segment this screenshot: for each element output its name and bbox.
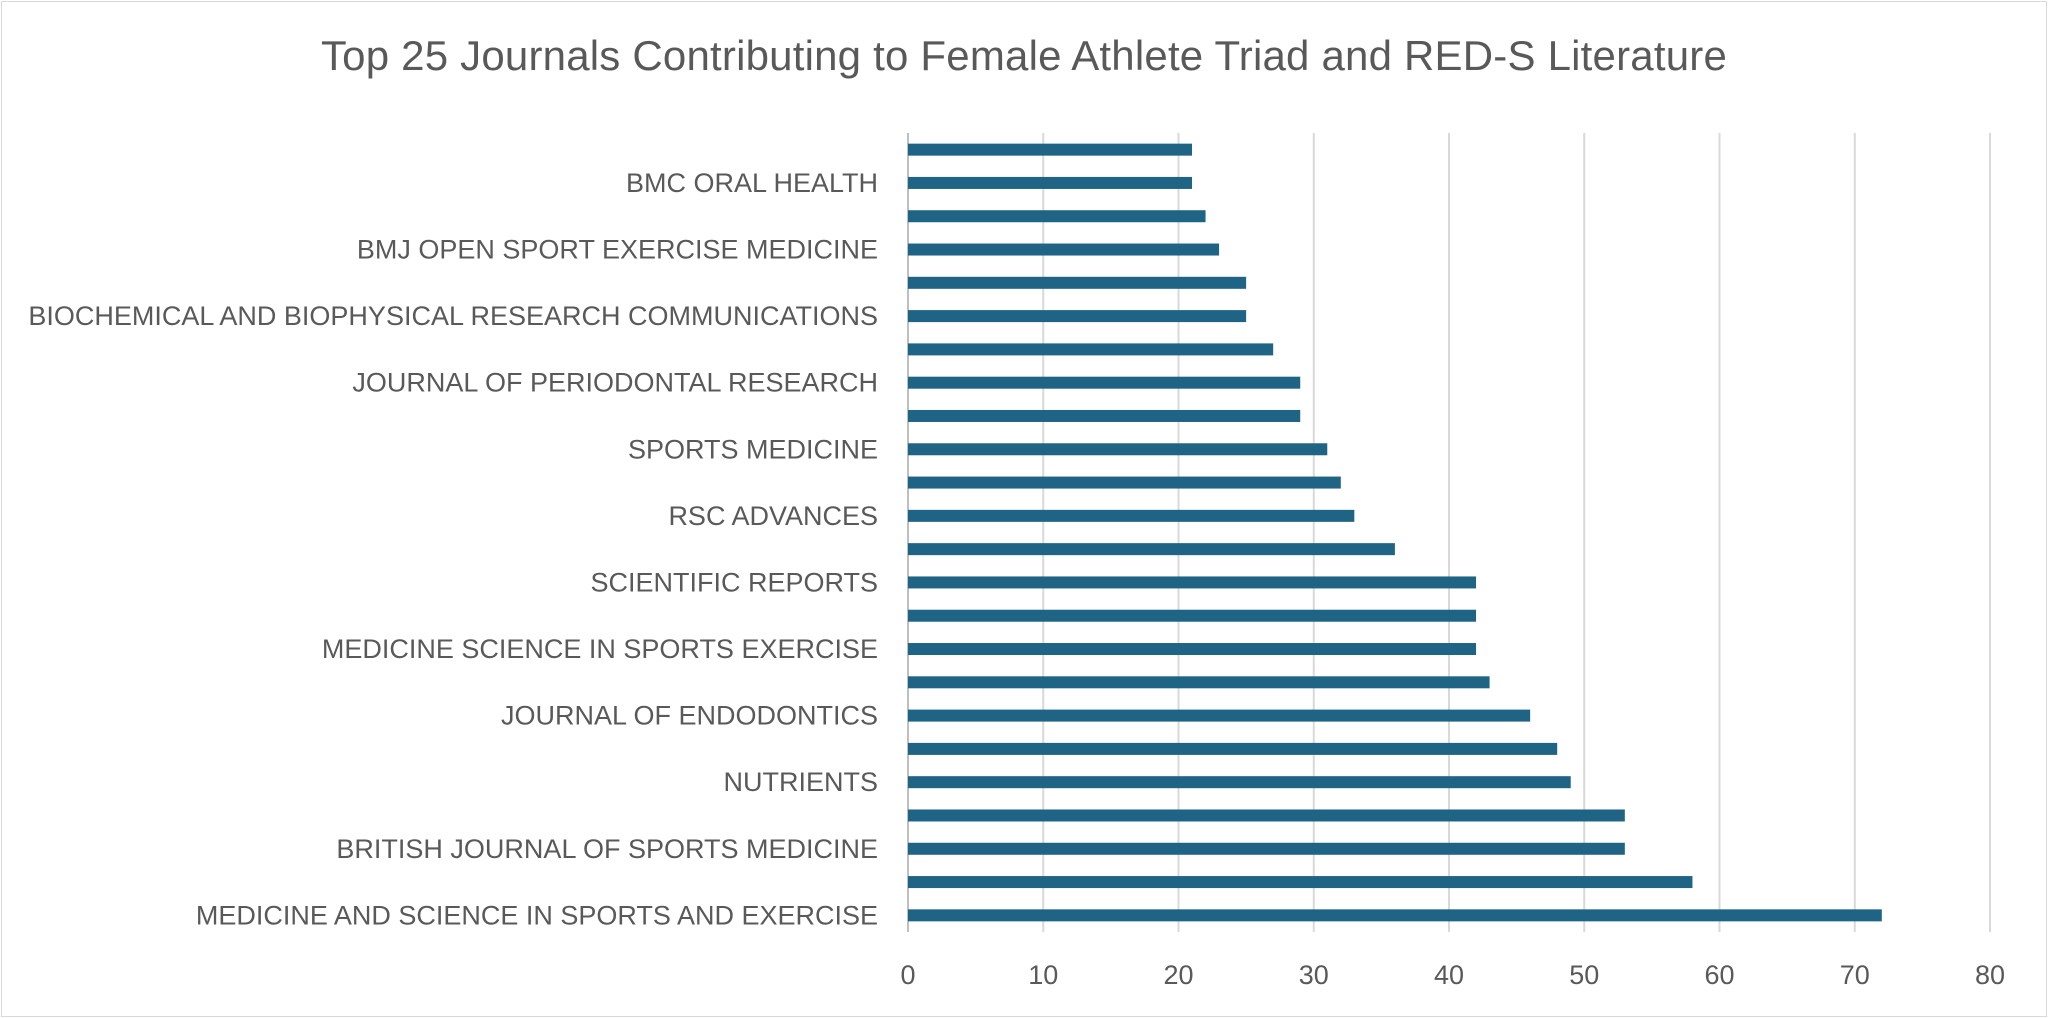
x-axis-tick-labels: 0 10 20 30 40 50 60 70 80: [900, 960, 2005, 990]
bar: [908, 310, 1247, 323]
x-tick-label: 10: [1028, 960, 1058, 990]
bar: [908, 776, 1571, 789]
bar: [908, 742, 1558, 755]
category-label: JOURNAL OF ENDODONTICS: [501, 701, 878, 731]
bar: [908, 709, 1531, 722]
bar: [908, 176, 1193, 189]
bar: [908, 443, 1328, 456]
bar: [908, 243, 1220, 256]
bar: [908, 476, 1341, 489]
bar: [908, 576, 1477, 589]
bar: [908, 276, 1247, 289]
category-labels: MEDICINE AND SCIENCE IN SPORTS AND EXERC…: [28, 168, 878, 930]
category-label: BMJ OPEN SPORT EXERCISE MEDICINE: [357, 235, 878, 265]
bar: [908, 409, 1301, 422]
bar: [908, 376, 1301, 389]
x-tick-label: 50: [1569, 960, 1599, 990]
bar: [908, 609, 1477, 622]
category-label: SPORTS MEDICINE: [628, 434, 878, 464]
category-label: SCIENTIFIC REPORTS: [590, 567, 878, 597]
x-tick-label: 30: [1299, 960, 1329, 990]
category-label: JOURNAL OF PERIODONTAL RESEARCH: [352, 368, 878, 398]
bar: [908, 509, 1355, 522]
x-tick-label: 20: [1163, 960, 1193, 990]
bar: [908, 809, 1625, 822]
category-label: MEDICINE SCIENCE IN SPORTS EXERCISE: [322, 634, 878, 664]
category-label: BRITISH JOURNAL OF SPORTS MEDICINE: [336, 834, 878, 864]
bar: [908, 343, 1274, 356]
category-label: BIOCHEMICAL AND BIOPHYSICAL RESEARCH COM…: [28, 301, 878, 331]
bar: [908, 143, 1193, 156]
x-tick-label: 40: [1434, 960, 1464, 990]
category-label: RSC ADVANCES: [668, 501, 878, 531]
category-label: BMC ORAL HEALTH: [626, 168, 878, 198]
x-tick-label: 80: [1975, 960, 2005, 990]
category-label: MEDICINE AND SCIENCE IN SPORTS AND EXERC…: [196, 900, 878, 930]
x-tick-label: 0: [900, 960, 915, 990]
category-label: NUTRIENTS: [724, 767, 879, 797]
bar: [908, 676, 1490, 689]
bar: [908, 210, 1206, 223]
x-tick-label: 70: [1840, 960, 1870, 990]
bar: [908, 876, 1693, 889]
bar: [908, 842, 1625, 855]
bars: [908, 143, 1882, 922]
x-tick-label: 60: [1704, 960, 1734, 990]
gridlines: [907, 133, 1991, 932]
bar: [908, 543, 1395, 556]
bar: [908, 909, 1882, 922]
bar: [908, 643, 1477, 656]
chart-title: Top 25 Journals Contributing to Female A…: [320, 32, 1727, 79]
